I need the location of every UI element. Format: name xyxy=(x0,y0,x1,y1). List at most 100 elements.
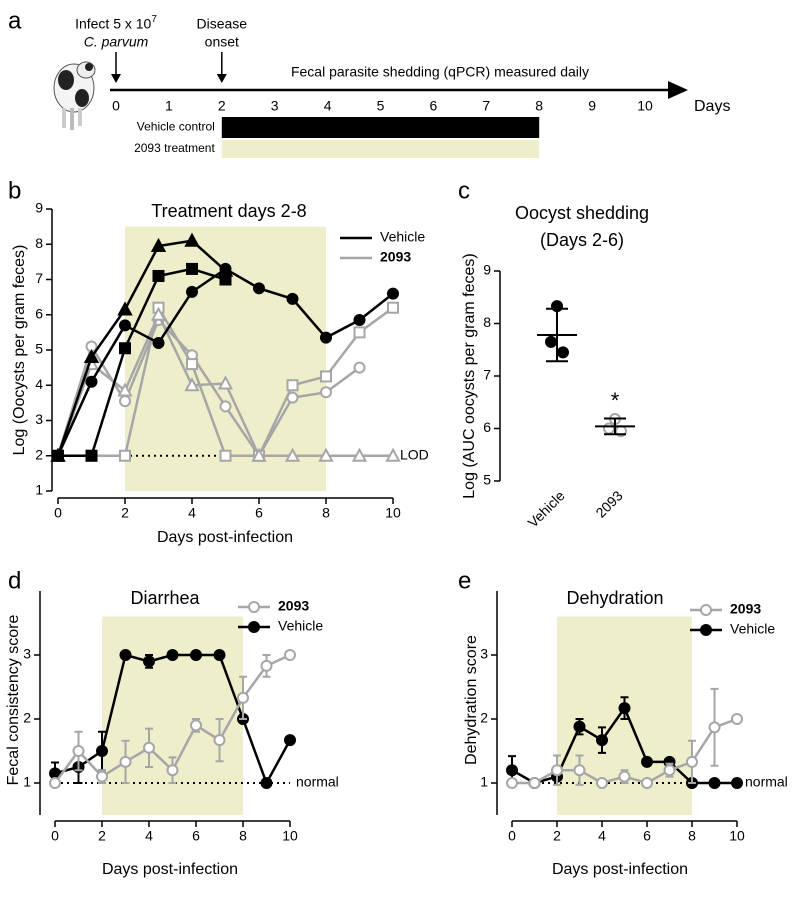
y-tick-label: 2 xyxy=(23,710,31,726)
marker xyxy=(253,282,265,295)
x-tick-label: 8 xyxy=(535,98,543,114)
marker xyxy=(596,734,608,747)
y-tick-label: 1 xyxy=(35,482,43,498)
x-tick-label: 5 xyxy=(377,98,385,114)
marker xyxy=(700,604,712,616)
event-label: onset xyxy=(205,34,239,50)
panel-label: e xyxy=(458,567,471,594)
x-tick-label: 6 xyxy=(430,98,438,114)
marker xyxy=(284,734,296,747)
x-tick-label: 2093 xyxy=(592,487,625,520)
chart-title: Oocyst shedding xyxy=(515,203,649,223)
event-label: Infect 5 x 107 xyxy=(75,14,157,32)
marker xyxy=(686,755,698,768)
panel-label: a xyxy=(8,7,22,34)
marker xyxy=(596,777,608,789)
marker xyxy=(545,335,557,348)
x-tick-label: 1 xyxy=(165,98,173,114)
marker xyxy=(700,624,712,636)
reference-label: LOD xyxy=(400,446,429,462)
marker xyxy=(251,447,267,462)
x-tick-label: 4 xyxy=(598,828,606,844)
event-arrow-head xyxy=(216,74,227,83)
marker xyxy=(117,301,133,316)
y-tick-label: 9 xyxy=(483,262,491,278)
x-tick-label: 0 xyxy=(51,828,59,844)
marker xyxy=(320,370,332,383)
panel-label: d xyxy=(8,567,21,594)
treatment-bar xyxy=(221,140,540,158)
marker xyxy=(731,777,743,789)
x-tick-label: 4 xyxy=(188,505,196,521)
y-tick-label: 8 xyxy=(35,235,43,251)
y-tick-label: 9 xyxy=(35,200,43,216)
x-axis-label: Days xyxy=(694,98,730,115)
y-tick-label: 7 xyxy=(483,367,491,383)
marker xyxy=(573,764,586,777)
y-tick-label: 6 xyxy=(483,419,491,435)
marker xyxy=(385,447,401,462)
marker xyxy=(190,649,202,661)
arrow-head xyxy=(668,81,688,99)
x-tick-label: 6 xyxy=(192,828,200,844)
marker xyxy=(119,755,132,768)
marker xyxy=(641,777,653,789)
marker xyxy=(708,777,721,789)
marker xyxy=(573,720,586,733)
x-tick-label: 9 xyxy=(588,98,596,114)
bar-label: Vehicle control xyxy=(137,120,215,134)
x-tick-label: 4 xyxy=(324,98,332,114)
marker xyxy=(217,262,234,277)
y-tick-label: 5 xyxy=(483,472,491,488)
y-tick-label: 8 xyxy=(483,314,491,330)
x-tick-label: 10 xyxy=(385,505,401,521)
marker xyxy=(96,745,108,757)
x-tick-label: 2 xyxy=(121,505,129,521)
y-axis-label: Log (Oocysts per gram feces) xyxy=(11,245,28,456)
x-tick-label: Vehicle xyxy=(524,487,567,530)
bar-label: 2093 treatment xyxy=(134,141,215,155)
chart-title: Treatment days 2-8 xyxy=(151,201,306,221)
x-tick-label: 7 xyxy=(482,98,490,114)
x-tick-label: 2 xyxy=(553,828,561,844)
marker xyxy=(353,361,366,374)
panel-label: b xyxy=(8,177,21,204)
marker xyxy=(618,702,631,715)
marker xyxy=(641,755,653,768)
x-axis-label: Days post-infection xyxy=(102,861,238,878)
x-tick-label: 2 xyxy=(218,98,226,114)
x-tick-label: 0 xyxy=(112,98,120,114)
y-tick-label: 7 xyxy=(35,270,43,286)
marker xyxy=(320,386,332,399)
significance-mark: * xyxy=(611,388,620,413)
marker xyxy=(119,649,132,661)
marker xyxy=(286,292,299,305)
marker xyxy=(286,379,299,392)
y-axis-label: Dehydration score xyxy=(463,635,480,765)
marker xyxy=(166,649,179,661)
marker xyxy=(284,447,301,462)
marker xyxy=(318,447,334,462)
y-tick-label: 3 xyxy=(35,411,43,427)
marker xyxy=(72,745,85,757)
x-tick-label: 0 xyxy=(508,828,516,844)
event-arrow-head xyxy=(111,74,121,83)
marker xyxy=(260,777,273,789)
marker xyxy=(83,348,100,364)
panel-label: c xyxy=(458,177,470,204)
marker xyxy=(217,375,234,390)
x-tick-label: 8 xyxy=(688,828,696,844)
x-axis-label: Days post-infection xyxy=(157,529,293,546)
marker xyxy=(119,319,131,332)
y-tick-label: 5 xyxy=(35,341,43,357)
marker xyxy=(731,713,743,725)
x-tick-label: 3 xyxy=(271,98,279,114)
x-tick-label: 0 xyxy=(54,505,62,521)
marker xyxy=(284,649,296,661)
marker xyxy=(184,377,200,392)
marker xyxy=(506,764,518,777)
marker xyxy=(237,691,249,704)
x-tick-label: 8 xyxy=(322,505,330,521)
marker xyxy=(663,764,676,777)
